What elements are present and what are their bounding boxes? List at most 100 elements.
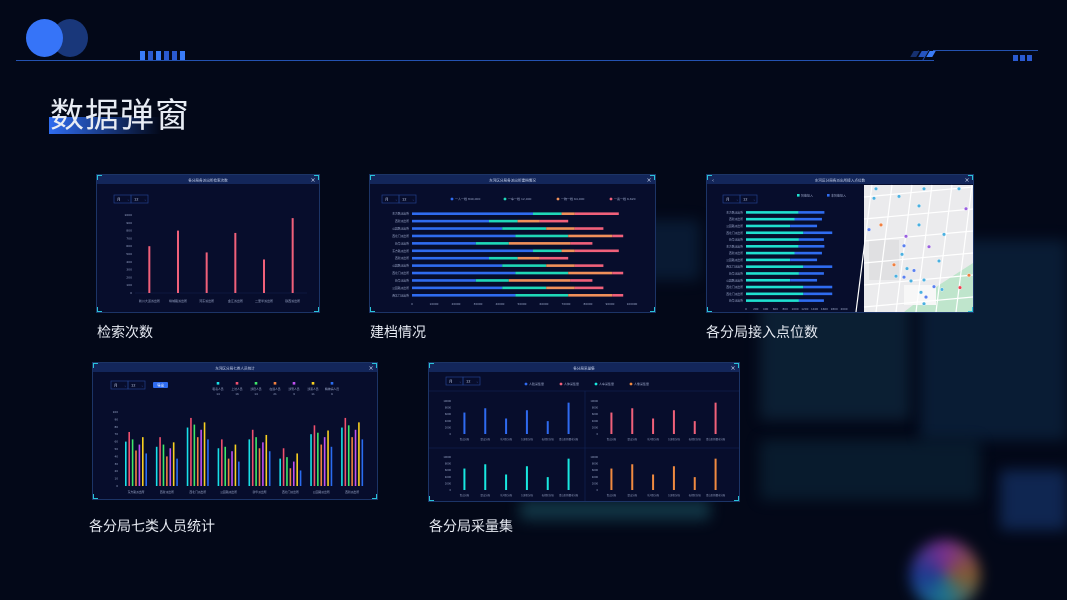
filter-select-0[interactable]: 月 ⌄ bbox=[445, 376, 464, 386]
bar bbox=[262, 442, 264, 486]
header-stripes bbox=[910, 51, 936, 57]
close-icon[interactable]: × bbox=[310, 177, 315, 184]
legend-marker bbox=[559, 382, 563, 386]
legend-marker bbox=[311, 382, 315, 385]
bar-segment bbox=[794, 251, 822, 255]
map-view[interactable] bbox=[855, 184, 973, 312]
bar bbox=[248, 439, 251, 486]
select-box[interactable] bbox=[398, 194, 417, 204]
map-pin-icon[interactable] bbox=[957, 285, 962, 290]
y-tick-label: 0 bbox=[449, 433, 451, 436]
y-tick-label: 40 bbox=[114, 454, 118, 458]
select-box[interactable] bbox=[127, 380, 146, 390]
map-pin-icon[interactable] bbox=[921, 277, 926, 282]
bar-segment bbox=[546, 286, 575, 290]
map-pin-icon[interactable] bbox=[916, 203, 921, 208]
close-icon[interactable]: × bbox=[964, 177, 969, 184]
bar-segment bbox=[746, 258, 791, 262]
legend-marker bbox=[609, 197, 613, 201]
filter-select-0[interactable]: 月 ⌄ bbox=[722, 194, 741, 204]
bar bbox=[320, 444, 323, 486]
map-pin-icon[interactable] bbox=[901, 275, 906, 280]
legend-label: 一案一档 6,620 bbox=[614, 196, 636, 201]
bar-segment bbox=[489, 219, 518, 223]
chevron-left-icon[interactable]: ‹ bbox=[712, 178, 714, 184]
filter-select-0[interactable]: 月 ⌄ bbox=[381, 194, 400, 204]
bar-segment bbox=[746, 285, 804, 289]
map-pin-icon[interactable] bbox=[939, 287, 944, 292]
export-button-bg[interactable] bbox=[153, 382, 168, 388]
y-tick-label: 8000 bbox=[592, 407, 599, 410]
map-pin-icon[interactable] bbox=[926, 244, 931, 249]
filter-select-0[interactable]: 月 ⌄ bbox=[113, 194, 132, 204]
map-pin-icon[interactable] bbox=[931, 284, 936, 289]
bar-segment bbox=[412, 279, 476, 282]
map-pin-icon[interactable] bbox=[941, 232, 946, 237]
x-tick-label: 1000 bbox=[791, 307, 798, 311]
map-pin-icon[interactable] bbox=[899, 252, 904, 257]
map-pin-icon[interactable] bbox=[901, 243, 906, 248]
x-tick-label: 20000 bbox=[452, 302, 461, 306]
map-pin-icon[interactable] bbox=[923, 295, 928, 300]
map-pin-icon[interactable] bbox=[904, 266, 909, 271]
select-box[interactable] bbox=[462, 376, 481, 386]
close-icon[interactable]: × bbox=[646, 177, 651, 184]
map-pin-icon[interactable] bbox=[903, 234, 908, 239]
y-tick-label: 8000 bbox=[592, 463, 599, 466]
corner-accent bbox=[93, 363, 98, 368]
bar bbox=[525, 466, 528, 490]
y-tick-label: 西北门派出所 bbox=[392, 234, 409, 238]
y-tick-label: 6000 bbox=[592, 469, 599, 472]
filter-select-1[interactable]: 12 ⌄ bbox=[398, 194, 417, 204]
filter-select-0[interactable]: 月 ⌄ bbox=[110, 380, 129, 390]
export-button[interactable]: 导出 bbox=[153, 382, 168, 388]
x-tick-label: 1600 bbox=[821, 307, 828, 311]
map-pin-icon[interactable] bbox=[911, 268, 916, 273]
map-pin-icon[interactable] bbox=[921, 301, 926, 306]
map-pin-icon[interactable] bbox=[964, 206, 969, 211]
select-box[interactable] bbox=[739, 194, 758, 204]
map-pin-icon[interactable] bbox=[916, 222, 921, 227]
bar bbox=[310, 434, 312, 486]
bar-segment bbox=[412, 242, 476, 245]
bar-segment bbox=[568, 234, 613, 238]
legend-marker bbox=[524, 382, 528, 386]
map-road bbox=[863, 296, 973, 308]
y-tick-label: 1000 bbox=[124, 213, 132, 217]
map-pin-icon[interactable] bbox=[893, 274, 898, 279]
x-tick-label: 金江派出所 bbox=[228, 298, 243, 303]
map-pin-icon[interactable] bbox=[891, 262, 896, 267]
map-pin-icon[interactable] bbox=[956, 186, 961, 191]
select-box[interactable] bbox=[130, 194, 149, 204]
filter-select-1[interactable]: 12 ⌄ bbox=[127, 380, 146, 390]
close-icon[interactable]: × bbox=[730, 365, 735, 372]
map-pin-icon[interactable] bbox=[866, 227, 871, 232]
map-pin-icon[interactable] bbox=[873, 186, 878, 191]
close-icon[interactable]: × bbox=[368, 365, 373, 372]
filter-select-1[interactable]: 12 ⌄ bbox=[130, 194, 149, 204]
popup-access-points: 东河区分局各派出所接入点位数 × ‹ 月 ⌄ 12 ⌄ 智能接入 非智能接入 东方路派出所 西新派出… bbox=[706, 174, 974, 313]
map-pin-icon[interactable] bbox=[918, 290, 923, 295]
export-button-label[interactable]: 导出 bbox=[157, 382, 164, 387]
filter-select-1[interactable]: 12 ⌄ bbox=[462, 376, 481, 386]
legend-label: 非智能接入 bbox=[831, 193, 846, 198]
x-tick-label: 2000 bbox=[840, 307, 847, 311]
map-pin-icon[interactable] bbox=[967, 273, 972, 278]
map-pin-icon[interactable] bbox=[871, 196, 876, 201]
map-pin-icon[interactable] bbox=[896, 194, 901, 199]
bar-segment bbox=[574, 264, 604, 267]
bar bbox=[484, 408, 487, 434]
map-pin-icon[interactable] bbox=[878, 222, 883, 227]
filter-select-1[interactable]: 12 ⌄ bbox=[739, 194, 758, 204]
map-pin-icon[interactable] bbox=[936, 258, 941, 263]
map-pin-icon[interactable] bbox=[908, 278, 913, 283]
y-tick-label: 公园路派出所 bbox=[392, 286, 409, 290]
chevron-down-icon: ⌄ bbox=[459, 380, 462, 384]
x-tick-label: 800 bbox=[783, 307, 789, 311]
chevron-down-icon: ⌄ bbox=[141, 384, 144, 388]
legend-marker bbox=[273, 382, 277, 385]
y-tick-label: 80 bbox=[114, 425, 118, 429]
y-tick-label: 10000 bbox=[443, 456, 451, 459]
map-pin-icon[interactable] bbox=[921, 186, 926, 191]
corner-accent bbox=[734, 363, 739, 368]
